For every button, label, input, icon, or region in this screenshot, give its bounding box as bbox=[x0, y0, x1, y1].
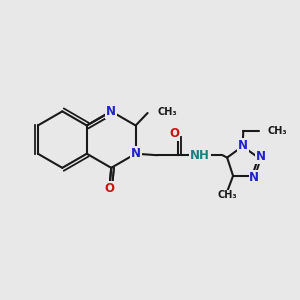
Text: N: N bbox=[131, 147, 141, 160]
Text: CH₃: CH₃ bbox=[157, 106, 177, 116]
Text: CH₃: CH₃ bbox=[218, 190, 238, 200]
Text: N: N bbox=[256, 151, 266, 164]
Text: N: N bbox=[249, 171, 260, 184]
Text: NH: NH bbox=[190, 149, 210, 162]
Text: N: N bbox=[106, 105, 116, 118]
Text: CH₃: CH₃ bbox=[267, 126, 287, 136]
Text: O: O bbox=[169, 127, 179, 140]
Text: O: O bbox=[105, 182, 115, 195]
Text: N: N bbox=[238, 139, 248, 152]
